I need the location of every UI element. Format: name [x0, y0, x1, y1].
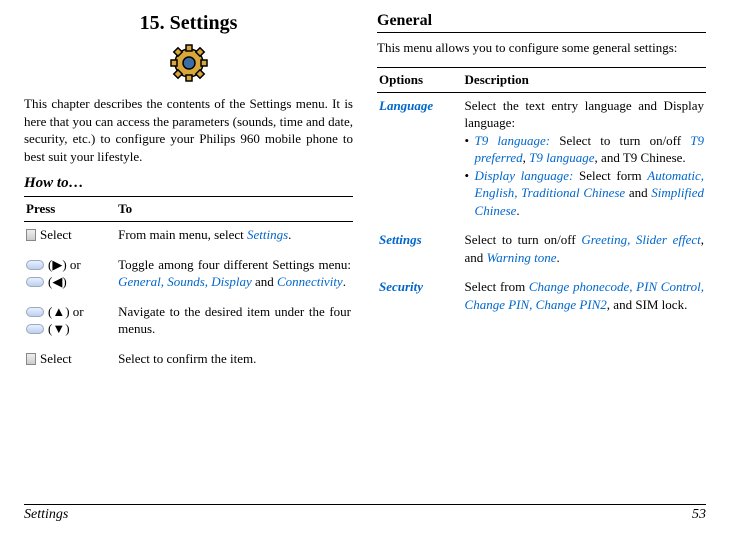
to-text: From main menu, select	[118, 227, 247, 242]
select-icon	[26, 353, 36, 365]
table-row: (▲) or (▼) Navigate to the desired item …	[24, 299, 353, 346]
nav-up-icon	[26, 307, 44, 317]
chapter-title: 15. Settings	[24, 12, 353, 35]
nav-right-icon	[26, 260, 44, 270]
to-text: Navigate to the desired item under the f…	[116, 299, 353, 346]
col-options: Options	[377, 67, 463, 92]
desc-text: Select the text entry language and Displ…	[465, 97, 704, 132]
table-row: Select Select to confirm the item.	[24, 346, 353, 376]
press-label: Select	[40, 351, 72, 366]
page-number: 53	[692, 507, 706, 523]
chapter-intro: This chapter describes the contents of t…	[24, 95, 353, 165]
footer-section: Settings	[24, 507, 68, 523]
to-blue: Settings	[247, 227, 288, 242]
option-name: Security	[379, 279, 423, 294]
table-row: (▶) or (◀) Toggle among four different S…	[24, 252, 353, 299]
table-row: Settings Select to turn on/off Greeting,…	[377, 227, 706, 274]
select-icon	[26, 229, 36, 241]
howto-heading: How to…	[24, 175, 353, 192]
col-to: To	[116, 197, 353, 222]
table-row: Select From main menu, select Settings.	[24, 222, 353, 252]
settings-gear-icon	[24, 43, 353, 83]
nav-left-icon	[26, 277, 44, 287]
nav-down-icon	[26, 324, 44, 334]
col-press: Press	[24, 197, 116, 222]
general-heading: General	[377, 12, 706, 33]
general-intro: This menu allows you to configure some g…	[377, 39, 706, 57]
to-text: Select to confirm the item.	[116, 346, 353, 376]
option-name: Settings	[379, 232, 422, 247]
table-row: Security Select from Change phonecode, P…	[377, 274, 706, 321]
option-name: Language	[379, 98, 433, 113]
general-table: Options Description Language Select the …	[377, 67, 706, 322]
howto-table: Press To Select From main menu, select S…	[24, 196, 353, 375]
press-label: Select	[40, 227, 72, 242]
col-description: Description	[463, 67, 706, 92]
table-row: Language Select the text entry language …	[377, 92, 706, 227]
